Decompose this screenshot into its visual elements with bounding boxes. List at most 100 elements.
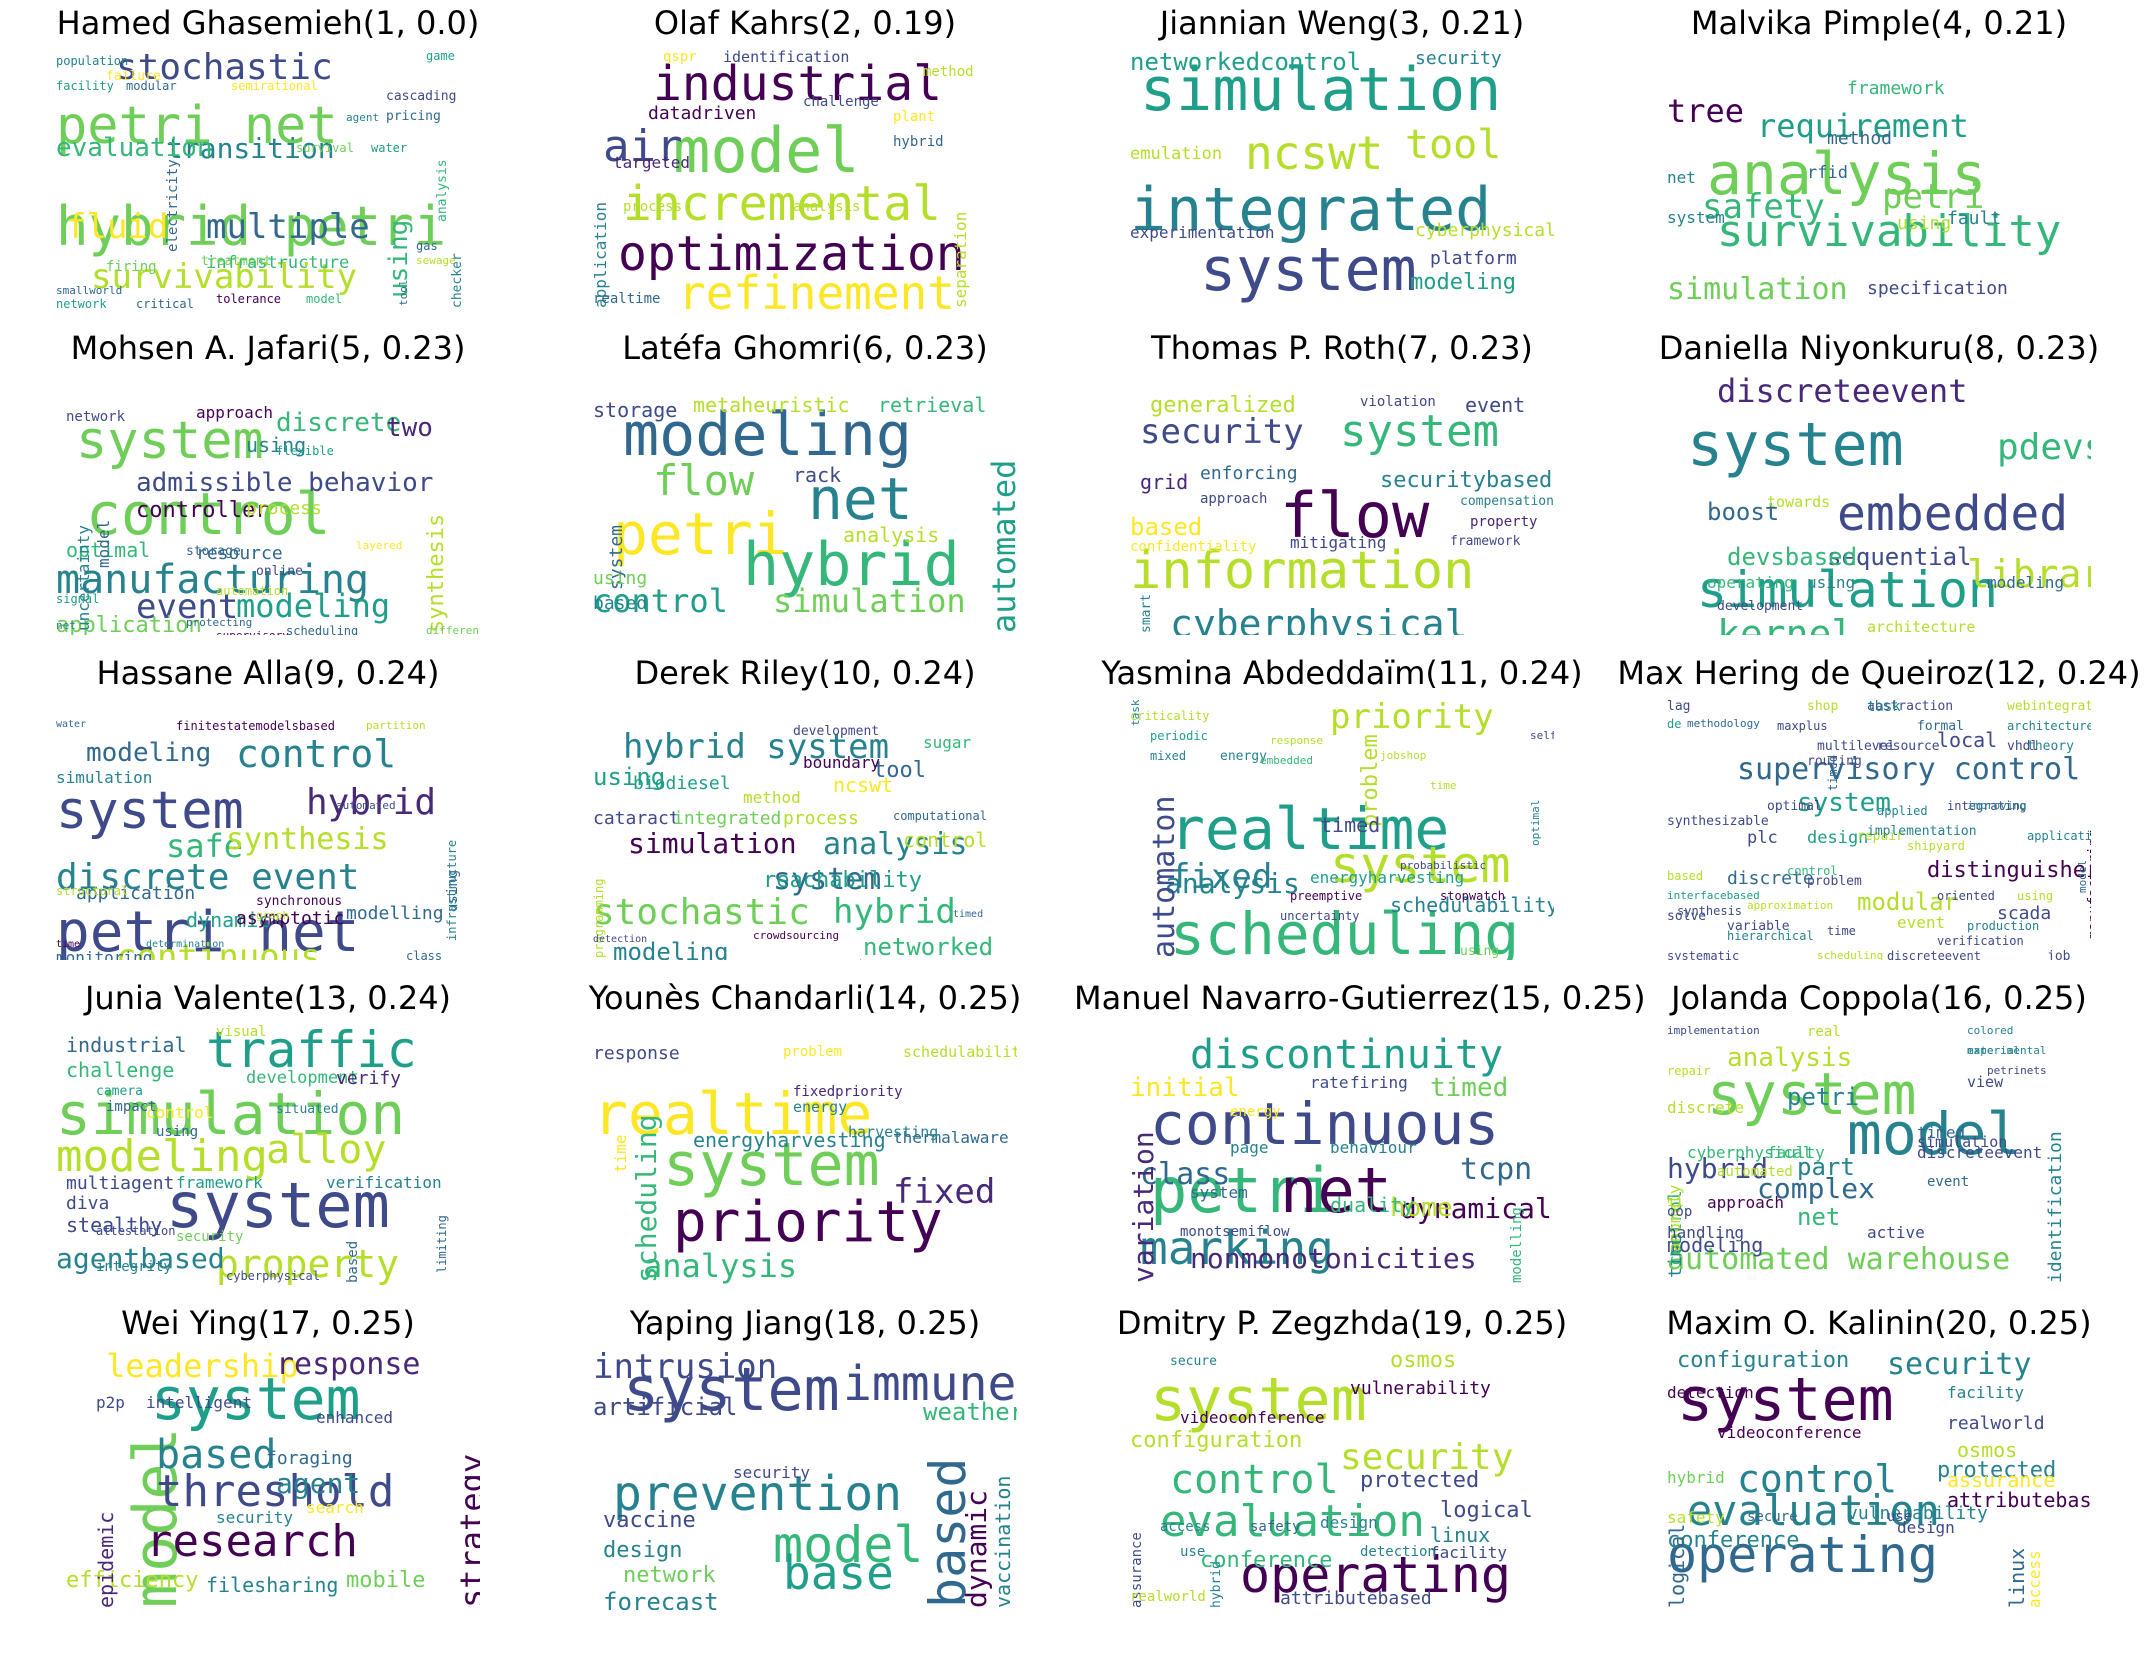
cloud-word: nonmonotonicities <box>1190 1242 1477 1275</box>
cloud-word: system <box>623 1355 840 1425</box>
cloud-word: plc <box>1747 828 1778 848</box>
cloud-word: net <box>1280 1154 1392 1227</box>
cloud-word: networkedcontrol <box>1130 50 1362 76</box>
cloud-word: survival <box>296 141 354 155</box>
word-cloud-panel: Yasmina Abdeddaïm(11, 0.24) realtime sched… <box>1074 650 1610 980</box>
cloud-word: kernel <box>1717 612 1855 635</box>
cloud-word: maxplus <box>1777 719 1828 733</box>
cloud-word: shop <box>1807 700 1839 714</box>
cloud-word: industrial <box>66 1033 187 1057</box>
cloud-word: separation <box>951 211 970 308</box>
cloud-word: access <box>1160 1519 1211 1535</box>
cloud-word: system <box>1150 1365 1367 1435</box>
word-cloud-panel: Daniella Niyonkuru(8, 0.23) system simulat… <box>1611 325 2147 655</box>
cloud-word: event <box>136 587 239 627</box>
cloud-word: response <box>593 1043 680 1064</box>
cloud-word: leadership <box>106 1350 299 1385</box>
cloud-word: framework <box>1847 78 1945 99</box>
cloud-word: gas <box>416 239 438 253</box>
cloud-word: synthesizable <box>1667 814 1769 829</box>
cloud-word: automation <box>216 584 289 598</box>
cloud-word: flow <box>653 456 755 505</box>
cloud-word: safety <box>1250 1519 1301 1535</box>
cloud-word: timed <box>1917 1123 1966 1142</box>
cloud-word: repair <box>1667 1064 1711 1078</box>
cloud-word: vhdl <box>2007 739 2039 754</box>
cloud-word: system <box>1340 406 1499 457</box>
cloud-word: colored <box>1967 1025 2014 1037</box>
cloud-word: stopwatch <box>1440 889 1506 903</box>
panel-title: Junia Valente(13, 0.24) <box>84 979 452 1017</box>
word-cloud: model industrial incremental optimization re… <box>593 50 1017 310</box>
cloud-word: oop <box>1667 1204 1693 1220</box>
cloud-word: tool <box>1405 122 1502 168</box>
cloud-word: configuration <box>1130 1428 1303 1453</box>
cloud-word: petri net <box>56 900 360 961</box>
cloud-word: simulation <box>773 582 966 620</box>
cloud-word: hierarchical <box>1727 929 1814 943</box>
cloud-word: event <box>1927 1174 1970 1190</box>
cloud-word: scheduling <box>1817 949 1884 960</box>
cloud-word: applied <box>1877 804 1928 818</box>
cloud-word: analysis <box>1165 867 1300 900</box>
cloud-word: control <box>593 582 728 620</box>
cloud-word: stealthy <box>66 1213 163 1237</box>
panel-title: Jiannian Weng(3, 0.21) <box>1159 4 1525 42</box>
cloud-word: net <box>56 619 76 632</box>
word-cloud: simulation system traffic modeling alloy prop… <box>56 1025 480 1285</box>
cloud-word: embedded <box>1260 754 1313 767</box>
cloud-word: boundary <box>803 753 881 772</box>
cloud-word: intrusion <box>593 1350 778 1387</box>
cloud-word: local <box>1937 728 1998 752</box>
cloud-word: computational <box>893 809 987 823</box>
cloud-word: pricing <box>386 109 441 124</box>
cloud-word: system <box>1667 208 1725 227</box>
cloud-word: material <box>1967 1044 2020 1057</box>
panel-title: Olaf Kahrs(2, 0.19) <box>653 4 957 42</box>
cloud-word: distinguishers <box>1927 858 2091 883</box>
word-cloud-panel: Latéfa Ghomri(6, 0.23) modeling petri net hy… <box>537 325 1073 655</box>
cloud-word: violation <box>1360 394 1436 410</box>
panel-title: Hassane Alla(9, 0.24) <box>96 654 440 692</box>
cloud-word: qspr <box>663 50 697 65</box>
cloud-word: scheduling <box>286 624 359 635</box>
cloud-word: job <box>2047 949 2071 960</box>
word-cloud-panel: Hassane Alla(9, 0.24) petri net system cont… <box>0 650 536 980</box>
cloud-word: modeling <box>1410 270 1516 295</box>
cloud-word: de <box>1667 717 1682 731</box>
cloud-word: petri <box>1787 1083 1860 1111</box>
cloud-word: approach <box>196 403 274 422</box>
cloud-word: system <box>151 1365 361 1433</box>
cloud-word: linux <box>2005 1547 2029 1608</box>
cloud-word: synthesis <box>424 513 449 633</box>
cloud-word: response <box>1270 734 1323 747</box>
cloud-word: securitybased <box>1380 468 1553 493</box>
cloud-word: verify <box>336 1068 402 1089</box>
cloud-word: timed <box>953 909 984 920</box>
cloud-word: system <box>76 411 264 471</box>
cloud-word: development <box>246 1068 359 1088</box>
cloud-word: modeling <box>1987 573 2065 592</box>
cloud-word: event <box>1465 393 1526 417</box>
cloud-word: graph <box>256 909 290 922</box>
cloud-word: time <box>56 939 81 950</box>
cloud-word: energyharvesting <box>693 1128 886 1152</box>
cloud-word: camera <box>96 1084 143 1099</box>
cloud-word: implementation <box>1667 1025 1760 1037</box>
cloud-word: security <box>1415 50 1502 69</box>
cloud-word: modeling <box>86 738 212 768</box>
cloud-word: based <box>1667 869 1704 883</box>
cloud-word: optimal <box>1767 799 1822 814</box>
cloud-word: logical <box>1667 1523 1689 1608</box>
cloud-word: design <box>1807 828 1869 848</box>
panel-title: Derek Riley(10, 0.24) <box>634 654 976 692</box>
word-cloud-panel: Thomas P. Roth(7, 0.23) flow information cy… <box>1074 325 1610 655</box>
cloud-word: prevention <box>613 1466 902 1522</box>
cloud-word: modelling <box>346 903 444 924</box>
cloud-word: automaton <box>1147 795 1182 958</box>
cloud-word: conference <box>1200 1548 1333 1573</box>
cloud-word: realworld <box>1947 1413 2045 1434</box>
cloud-word: repair <box>1857 829 1904 844</box>
cloud-word: critical <box>136 297 194 310</box>
cloud-word: webintegrated <box>2007 700 2091 714</box>
